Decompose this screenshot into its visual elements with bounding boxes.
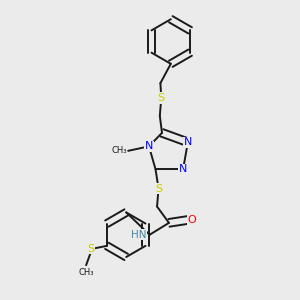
Text: S: S <box>158 93 165 103</box>
Text: N: N <box>179 164 187 174</box>
Text: O: O <box>188 215 196 225</box>
Text: S: S <box>87 244 94 254</box>
Text: S: S <box>155 184 162 194</box>
Text: CH₃: CH₃ <box>78 268 94 277</box>
Text: N: N <box>145 141 153 152</box>
Text: CH₃: CH₃ <box>111 146 127 155</box>
Text: HN: HN <box>131 230 147 240</box>
Text: N: N <box>184 137 192 147</box>
